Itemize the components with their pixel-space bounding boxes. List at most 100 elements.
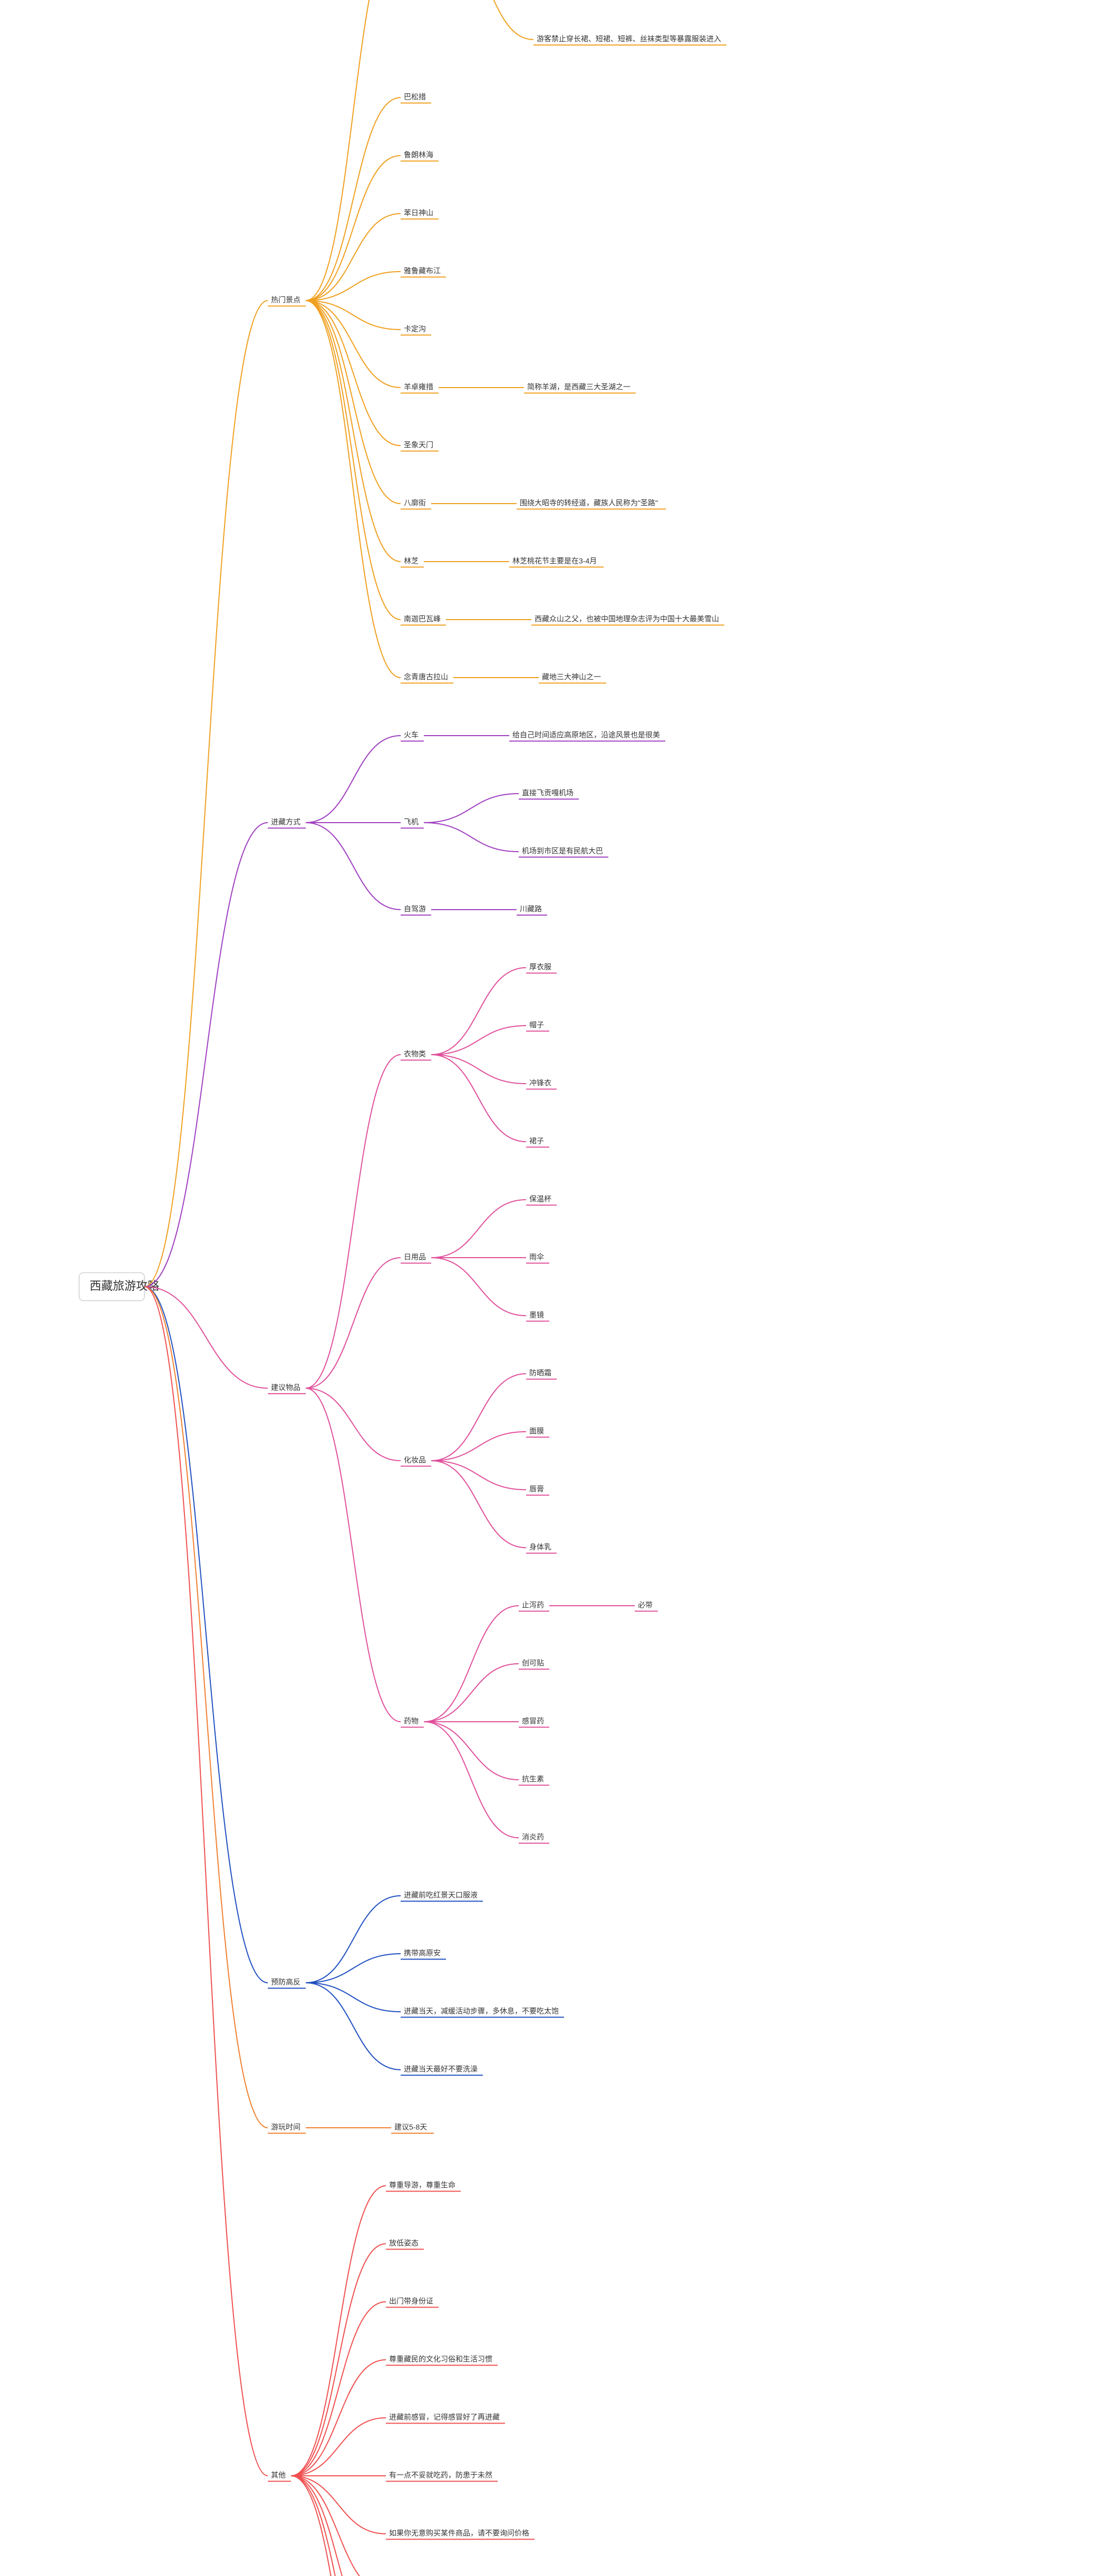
node-label: 雅鲁藏布江 [404,267,441,275]
connector [306,823,401,910]
node-label: 围绕大昭寺的转经道，藏族人民称为"圣路" [520,499,658,507]
node-label: 圣象天门 [404,441,433,449]
node-label: 止泻药 [522,1601,544,1609]
node-label: 八廓街 [404,499,426,507]
connector [306,98,401,301]
node-label: 游客禁止穿长裙、短裙、短裤、丝袜类型等暴露服装进入 [537,35,721,43]
connector [306,1983,401,2070]
node-label: 进藏方式 [271,818,300,826]
connector [144,823,268,1287]
node-label: 藏地三大神山之一 [542,673,601,681]
connector [306,272,401,301]
node-label: 给自己时间适应高原地区，沿途风景也是很美 [512,731,660,739]
node-label: 建议物品 [271,1383,300,1392]
node-label: 苯日神山 [404,209,433,217]
connector [431,968,526,1055]
node-label: 南迦巴瓦峰 [404,615,441,623]
connector [306,1258,401,1388]
node-label: 如果你无意购买某件商品，请不要询问价格 [389,2529,529,2538]
connector [306,1388,401,1722]
node-label: 巴松措 [404,93,426,101]
connector [306,1055,401,1388]
connector [144,1287,268,2128]
connector [306,301,401,620]
connector [306,301,401,446]
connector [144,1287,268,2476]
node-label: 鲁朗林海 [404,151,433,159]
connector [306,301,401,330]
connector [424,1664,519,1722]
node-label: 进藏当天最好不要洗澡 [404,2065,478,2073]
node-label: 自驾游 [404,905,426,913]
connector [439,0,533,40]
node-label: 唇膏 [529,1485,544,1493]
node-label: 预防高反 [271,1978,300,1986]
connector [424,794,519,823]
connector [291,2476,386,2576]
connector [424,1722,519,1838]
node-label: 身体乳 [529,1543,551,1551]
connector [306,156,401,301]
node-label: 化妆品 [404,1456,426,1464]
node-label: 面膜 [529,1427,544,1435]
node-label: 林芝桃花节主要是在3-4月 [512,557,597,565]
node-label: 林芝 [404,557,419,565]
node-label: 念青唐古拉山 [404,673,448,681]
node-label: 抗生素 [522,1775,544,1783]
node-label: 建议5-8天 [394,2123,427,2131]
node-label: 尊重藏民的文化习俗和生活习惯 [389,2355,492,2363]
connector [306,1954,401,1983]
node-label: 飞机 [404,818,419,826]
connector [424,823,519,852]
connector [306,301,401,678]
node-label: 衣物类 [404,1050,426,1058]
connector [431,1200,526,1258]
node-label: 有一点不妥就吃药，防患于未然 [389,2471,492,2479]
node-label: 卡定沟 [404,325,426,333]
connector [306,1983,401,2012]
connector [291,2244,386,2476]
node-label: 消炎药 [522,1833,544,1841]
node-label: 西藏众山之父，也被中国地理杂志评为中国十大最美雪山 [535,615,719,623]
node-label: 川藏路 [520,905,542,913]
node-label: 冲锋衣 [529,1079,551,1087]
connector [306,736,401,823]
node-label: 热门景点 [271,296,300,304]
mindmap-canvas: 西藏旅游攻略热门景点布达拉宫50元打卡背景图门票200元提前一天预约布达拉宫内禁… [0,0,1107,2576]
node-label: 药物 [404,1717,419,1725]
connector [306,301,401,504]
connector [431,1026,526,1055]
node-label: 雨伞 [529,1253,544,1261]
node-label: 裙子 [529,1137,544,1145]
node-label: 保温杯 [529,1195,551,1203]
node-label: 出门带身份证 [389,2297,433,2305]
node-label: 帽子 [529,1021,544,1029]
node-label: 必带 [638,1601,653,1609]
node-label: 感冒药 [522,1717,544,1725]
connector [431,1461,526,1548]
node-label: 创可贴 [522,1659,544,1667]
node-label: 日用品 [404,1253,426,1261]
node-label: 墨镜 [529,1311,544,1319]
node-label: 其他 [271,2471,286,2479]
connector [144,1287,268,1388]
connector [431,1055,526,1084]
node-label: 尊重导游，尊重生命 [389,2181,455,2189]
node-label: 火车 [404,731,419,739]
node-label: 放低姿态 [389,2239,419,2247]
node-label: 简称羊湖，是西藏三大圣湖之一 [527,383,630,391]
connector [431,1374,526,1461]
connector [431,1461,526,1490]
node-label: 直接飞贡嘎机场 [522,789,574,797]
connector [431,1432,526,1461]
connector [291,2186,386,2476]
node-label: 羊卓雍措 [404,383,433,391]
connector [431,1258,526,1316]
node-label: 游玩时间 [271,2123,300,2131]
connector [306,1896,401,1983]
node-label: 携带高原安 [404,1949,441,1957]
node-label: 进藏前吃红景天口服液 [404,1891,478,1899]
connector [306,301,401,562]
connector [144,301,268,1287]
node-label: 机场到市区是有民航大巴 [522,847,603,855]
